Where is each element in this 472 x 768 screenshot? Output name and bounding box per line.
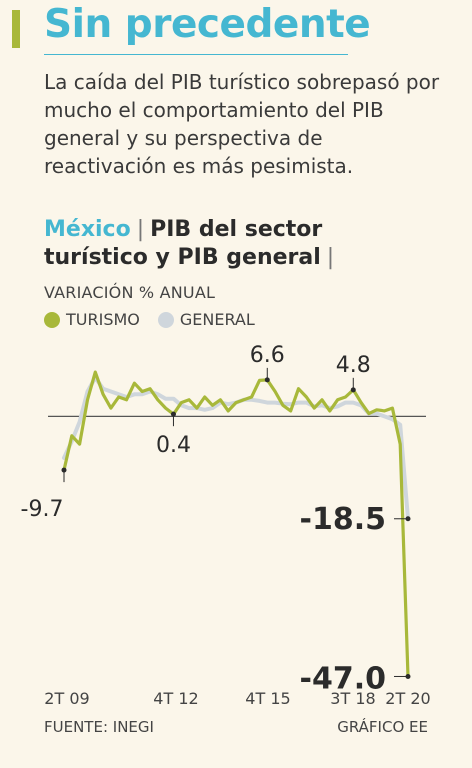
annotation-label-3: 4.8: [336, 353, 371, 378]
units-label: VARIACIÓN % ANUAL: [44, 283, 216, 302]
annotation-label-5: -47.0: [300, 661, 386, 696]
legend: TURISMO GENERAL: [44, 310, 273, 329]
credit-note: GRÁFICO EE: [337, 718, 428, 736]
x-tick-label-2: 4T 15: [245, 689, 290, 708]
title-underline: [44, 54, 348, 55]
separator: |: [136, 217, 145, 242]
annotation-label-1: 0.4: [156, 433, 191, 458]
subtitle-line1: PIB del sector: [150, 217, 323, 242]
chart-subtitle: México | PIB del sector turístico y PIB ge…: [44, 216, 340, 272]
annotation-label-2: 6.6: [250, 343, 285, 368]
line-chart: -9.7 0.4 6.6 4.8 -18.5 -47.0 2T 09 4T 12 4T 15 3T…: [21, 343, 431, 708]
legend-item-general: GENERAL: [157, 310, 255, 329]
x-tick-label-4: 2T 20: [385, 689, 430, 708]
x-tick-label-0: 2T 09: [44, 689, 89, 708]
legend-label-turismo: TURISMO: [66, 310, 140, 329]
source-note: FUENTE: INEGI: [44, 718, 154, 736]
legend-swatch-general: [157, 311, 174, 328]
annotation-label-0: -9.7: [21, 497, 64, 522]
x-tick-label-1: 4T 12: [153, 689, 198, 708]
deck-text: La caída del PIB turístico sobrepasó por…: [44, 70, 440, 178]
separator: |: [326, 245, 335, 270]
annotation-label-4: -18.5: [300, 502, 386, 537]
accent-bar: [12, 10, 20, 48]
subtitle-line2: turístico y PIB general: [44, 245, 321, 270]
page-title: Sin precedente: [44, 2, 371, 47]
legend-label-general: GENERAL: [179, 310, 255, 329]
annotation-marker-2: [264, 377, 270, 383]
legend-item-turismo: TURISMO: [44, 310, 140, 329]
country-label: México: [44, 217, 131, 242]
series-line-turismo: [62, 370, 410, 679]
legend-swatch-turismo: [44, 311, 60, 328]
x-tick-label-3: 3T 18: [330, 689, 375, 708]
